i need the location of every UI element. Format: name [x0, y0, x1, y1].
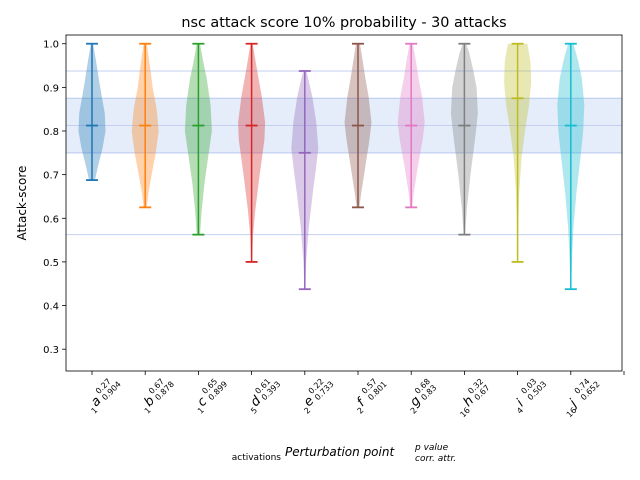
axes-frame — [65, 34, 623, 372]
reference-lines — [66, 70, 622, 236]
violin-g — [397, 42, 425, 209]
violin-c — [184, 42, 212, 236]
x-axis-label-main: Perturbation point — [285, 445, 395, 459]
plot-area — [66, 35, 622, 371]
x-tick-activations: 1 — [143, 406, 153, 416]
y-tick-label: 0.8 — [43, 127, 59, 138]
x-tick-activations: 4 — [515, 406, 525, 416]
y-tick-label: 0.3 — [43, 345, 59, 356]
x-axis-label-subscript: activations — [232, 453, 282, 463]
x-tick-activations: 1 — [196, 406, 206, 416]
y-axis-label: Attack-score — [15, 166, 29, 241]
violin-series — [78, 42, 585, 291]
x-tick-activations: 2 — [409, 406, 419, 416]
x-tick-activations: 1 — [90, 406, 100, 416]
violin-j — [557, 42, 585, 291]
plot-frame — [65, 34, 623, 372]
y-axis: 0.3 0.4 0.5 0.6 0.7 0.8 0.9 1.0 — [43, 40, 66, 356]
violin-b — [131, 42, 159, 209]
x-axis-label-superscript-bottom: corr. attr. — [415, 454, 456, 464]
violin-i — [504, 42, 532, 263]
x-axis-label: activations Perturbation point p value c… — [232, 443, 456, 464]
y-tick-label: 0.6 — [43, 214, 59, 225]
y-tick-label: 0.4 — [43, 302, 59, 313]
violin-e — [291, 70, 319, 291]
y-tick-label: 0.5 — [43, 258, 59, 269]
x-tick-activations: 5 — [249, 406, 259, 416]
y-tick-label: 0.9 — [43, 83, 59, 94]
y-tick-label: 1.0 — [43, 40, 59, 51]
violin-h — [450, 42, 478, 236]
chart-title: nsc attack score 10% probability - 30 at… — [181, 15, 506, 31]
plot-background — [66, 35, 622, 371]
x-tick-activations: 2 — [356, 406, 366, 416]
violin-d — [238, 42, 266, 263]
y-tick-label: 0.7 — [43, 171, 59, 182]
x-tick-activations: 2 — [302, 406, 312, 416]
violin-f — [344, 42, 372, 209]
x-axis-label-superscript-top: p value — [414, 443, 449, 453]
violin-a — [78, 42, 106, 181]
